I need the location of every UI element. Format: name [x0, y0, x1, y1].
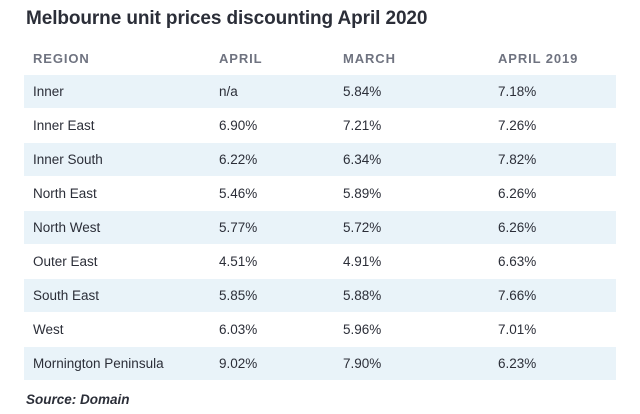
table-title: Melbourne unit prices discounting April …	[26, 8, 428, 29]
table-row: Inner South 6.22% 6.34% 7.82%	[24, 142, 616, 177]
region-cell: West	[24, 312, 210, 347]
april-cell: 5.85%	[210, 278, 334, 313]
column-header-april-2019: APRIL 2019	[498, 50, 579, 66]
march-cell: 4.91%	[334, 244, 489, 279]
table-row: Inner East 6.90% 7.21% 7.26%	[24, 108, 616, 143]
march-cell: 5.72%	[334, 210, 489, 245]
march-cell: 5.89%	[334, 176, 489, 211]
april-cell: 9.02%	[210, 346, 334, 380]
column-header-region: REGION	[33, 50, 90, 66]
april-cell: 5.46%	[210, 176, 334, 211]
april-cell: 4.51%	[210, 244, 334, 279]
table-row: South East 5.85% 5.88% 7.66%	[24, 278, 616, 313]
region-cell: South East	[24, 278, 210, 313]
april-2019-cell: 6.63%	[489, 244, 616, 279]
april-cell: 6.90%	[210, 108, 334, 143]
region-cell: Outer East	[24, 244, 210, 279]
table-row: Outer East 4.51% 4.91% 6.63%	[24, 244, 616, 279]
column-header-april: APRIL	[219, 50, 263, 66]
april-2019-cell: 7.82%	[489, 142, 616, 177]
table-row: North East 5.46% 5.89% 6.26%	[24, 176, 616, 211]
table-header-row: REGION APRIL MARCH APRIL 2019	[24, 42, 616, 75]
april-2019-cell: 7.01%	[489, 312, 616, 347]
table-row: Inner n/a 5.84% 7.18%	[24, 74, 616, 109]
discounting-table: REGION APRIL MARCH APRIL 2019 Inner n/a …	[24, 42, 616, 380]
april-2019-cell: 6.23%	[489, 346, 616, 380]
table-row: North West 5.77% 5.72% 6.26%	[24, 210, 616, 245]
march-cell: 5.88%	[334, 278, 489, 313]
march-cell: 5.96%	[334, 312, 489, 347]
march-cell: 6.34%	[334, 142, 489, 177]
april-cell: n/a	[210, 74, 334, 109]
march-cell: 5.84%	[334, 74, 489, 109]
region-cell: North West	[24, 210, 210, 245]
table-row: West 6.03% 5.96% 7.01%	[24, 312, 616, 347]
region-cell: North East	[24, 176, 210, 211]
april-2019-cell: 7.18%	[489, 74, 616, 109]
column-header-march: MARCH	[343, 50, 396, 66]
april-cell: 5.77%	[210, 210, 334, 245]
april-2019-cell: 6.26%	[489, 210, 616, 245]
region-cell: Inner	[24, 74, 210, 109]
april-cell: 6.22%	[210, 142, 334, 177]
table-row: Mornington Peninsula 9.02% 7.90% 6.23%	[24, 346, 616, 380]
april-2019-cell: 7.26%	[489, 108, 616, 143]
april-cell: 6.03%	[210, 312, 334, 347]
march-cell: 7.90%	[334, 346, 489, 380]
region-cell: Mornington Peninsula	[24, 346, 210, 380]
april-2019-cell: 7.66%	[489, 278, 616, 313]
march-cell: 7.21%	[334, 108, 489, 143]
region-cell: Inner East	[24, 108, 210, 143]
source-credit: Source: Domain	[26, 392, 130, 407]
april-2019-cell: 6.26%	[489, 176, 616, 211]
region-cell: Inner South	[24, 142, 210, 177]
